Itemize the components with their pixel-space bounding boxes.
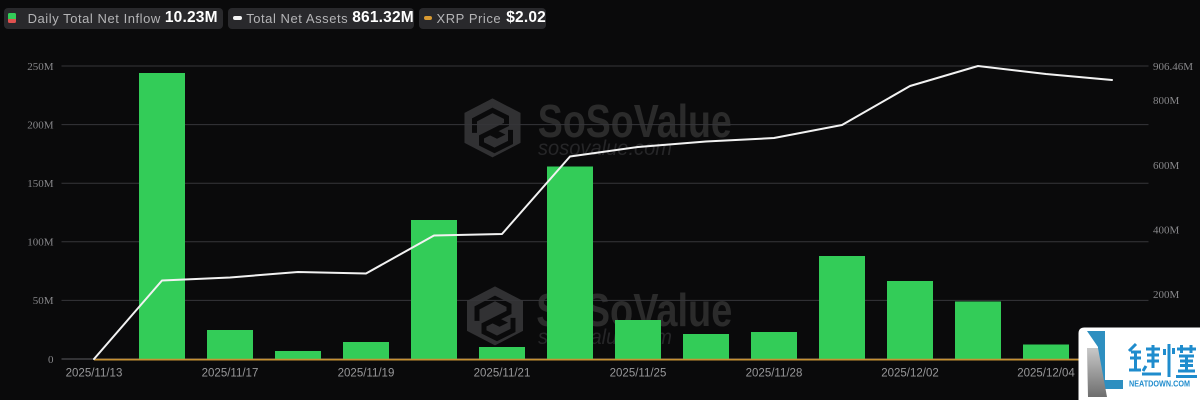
- svg-text:2025/11/19: 2025/11/19: [338, 368, 395, 380]
- svg-text:906.46M: 906.46M: [1153, 61, 1193, 73]
- svg-text:sosovalue.com: sosovalue.com: [538, 137, 672, 160]
- svg-text:200M: 200M: [1153, 289, 1180, 301]
- svg-text:2025/11/17: 2025/11/17: [202, 368, 259, 380]
- svg-text:200M: 200M: [27, 119, 54, 131]
- svg-text:NEATDOWN.COM: NEATDOWN.COM: [1129, 380, 1190, 389]
- svg-text:400M: 400M: [1153, 225, 1180, 237]
- svg-text:2025/12/04: 2025/12/04: [1017, 368, 1075, 380]
- svg-text:50M: 50M: [33, 295, 54, 307]
- svg-text:150M: 150M: [27, 178, 54, 190]
- svg-text:2025/12/02: 2025/12/02: [881, 368, 939, 380]
- svg-text:0: 0: [48, 354, 54, 366]
- svg-text:2025/11/21: 2025/11/21: [474, 368, 531, 380]
- svg-text:800M: 800M: [1153, 95, 1180, 107]
- svg-text:2025/11/25: 2025/11/25: [610, 368, 667, 380]
- svg-text:2025/11/13: 2025/11/13: [66, 368, 123, 380]
- svg-text:100M: 100M: [27, 237, 54, 249]
- svg-text:SoSoValue: SoSoValue: [538, 95, 732, 147]
- svg-text:250M: 250M: [27, 61, 54, 73]
- svg-text:2025/11/28: 2025/11/28: [746, 368, 803, 380]
- svg-text:600M: 600M: [1153, 160, 1180, 172]
